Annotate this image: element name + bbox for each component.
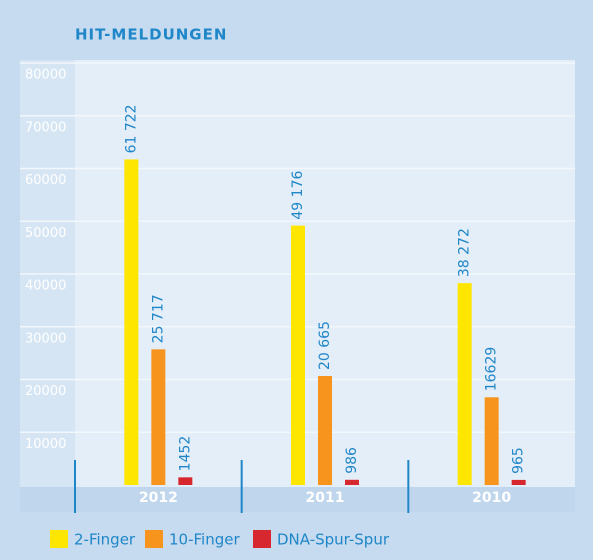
bar	[151, 349, 166, 485]
chart-title: HIT-MELDUNGEN	[75, 26, 227, 44]
y-tick-label: 40000	[25, 279, 66, 294]
y-tick-label: 20000	[25, 384, 66, 399]
value-label: 61 722	[123, 104, 139, 153]
legend-label: 2-Finger	[74, 531, 136, 549]
y-tick-label: 10000	[25, 437, 66, 452]
bar	[178, 477, 193, 485]
value-label: 20 665	[317, 321, 333, 370]
value-label: 38 272	[457, 228, 473, 277]
value-label: 16629	[484, 347, 500, 392]
value-label: 965	[511, 447, 527, 474]
legend-swatch	[253, 530, 271, 548]
bar	[318, 375, 332, 485]
bar	[484, 397, 499, 485]
bar	[345, 479, 359, 485]
y-tick-label: 50000	[25, 226, 66, 241]
bar	[124, 159, 139, 485]
y-tick-label: 60000	[25, 173, 66, 188]
bar	[511, 479, 526, 485]
legend-swatch	[145, 530, 163, 548]
value-label: 986	[344, 447, 360, 474]
bar	[457, 283, 472, 485]
y-tick-label: 30000	[25, 331, 66, 346]
x-tick-label: 2012	[139, 490, 178, 506]
y-tick-label: 70000	[25, 120, 66, 135]
x-tick-label: 2011	[306, 490, 345, 506]
legend-label: DNA-Spur-Spur	[277, 531, 390, 549]
value-label: 25 717	[150, 294, 166, 343]
legend-label: 10-Finger	[169, 531, 240, 549]
category-band	[20, 487, 575, 512]
value-label: 1452	[177, 436, 193, 472]
value-label: 49 176	[290, 171, 306, 220]
y-tick-label: 80000	[25, 68, 66, 83]
bar	[291, 225, 305, 485]
legend-swatch	[50, 530, 68, 548]
x-tick-label: 2010	[472, 490, 511, 506]
